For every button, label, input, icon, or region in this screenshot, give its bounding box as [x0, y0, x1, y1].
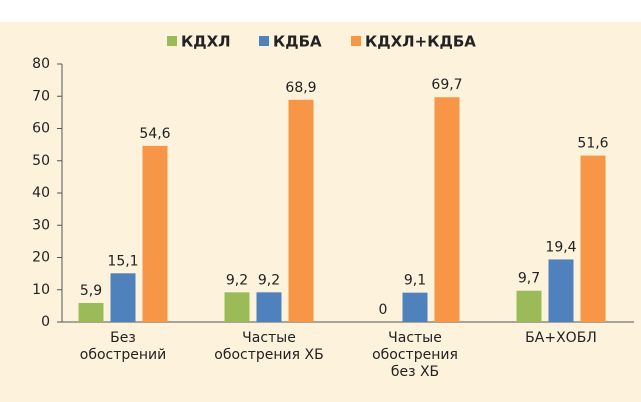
value-label: 5,9 [80, 283, 102, 299]
value-label: 9,1 [404, 273, 426, 289]
y-tick-label: 30 [32, 217, 50, 233]
value-label: 69,7 [431, 77, 462, 93]
bar [580, 155, 606, 322]
legend-swatch [167, 36, 177, 46]
y-tick-label: 70 [32, 88, 50, 104]
x-tick-label: БА+ХОБЛ [525, 330, 597, 346]
legend-label: КДХЛ+КДБА [365, 33, 476, 51]
legend-label: КДХЛ [181, 33, 231, 51]
bar [516, 290, 542, 322]
bar [548, 259, 574, 322]
y-tick-label: 40 [32, 185, 50, 201]
value-label: 68,9 [285, 80, 316, 96]
chart-area: Без обострений Частые обострения ХБ Частые… [0, 22, 641, 402]
bar [288, 99, 314, 322]
legend-swatch [259, 36, 269, 46]
value-label: 54,6 [139, 126, 170, 142]
bar [402, 292, 428, 322]
x-tick-label: Без обострений [79, 330, 167, 363]
x-tick-label: Частые обострения ХБ [214, 330, 324, 363]
value-label: 19,4 [545, 239, 576, 255]
y-tick-label: 60 [32, 121, 50, 137]
value-label: 9,7 [518, 271, 540, 287]
bar [78, 302, 104, 322]
legend-swatch [351, 36, 361, 46]
value-label: 9,2 [226, 272, 248, 288]
y-tick-label: 20 [32, 250, 50, 266]
y-tick-label: 0 [41, 314, 50, 330]
bar [142, 145, 168, 322]
y-tick-label: 50 [32, 153, 50, 169]
value-label: 51,6 [577, 136, 608, 152]
value-label: 15,1 [107, 253, 138, 269]
bar [434, 97, 460, 322]
bar [224, 292, 250, 322]
bar [110, 273, 136, 322]
bar [256, 292, 282, 322]
legend-label: КДБА [273, 33, 322, 51]
value-label: 0 [379, 302, 388, 318]
value-label: 9,2 [258, 272, 280, 288]
x-tick-label: Частые обострения без ХБ [372, 330, 458, 380]
y-tick-label: 10 [32, 282, 50, 298]
y-tick-label: 80 [32, 56, 50, 72]
